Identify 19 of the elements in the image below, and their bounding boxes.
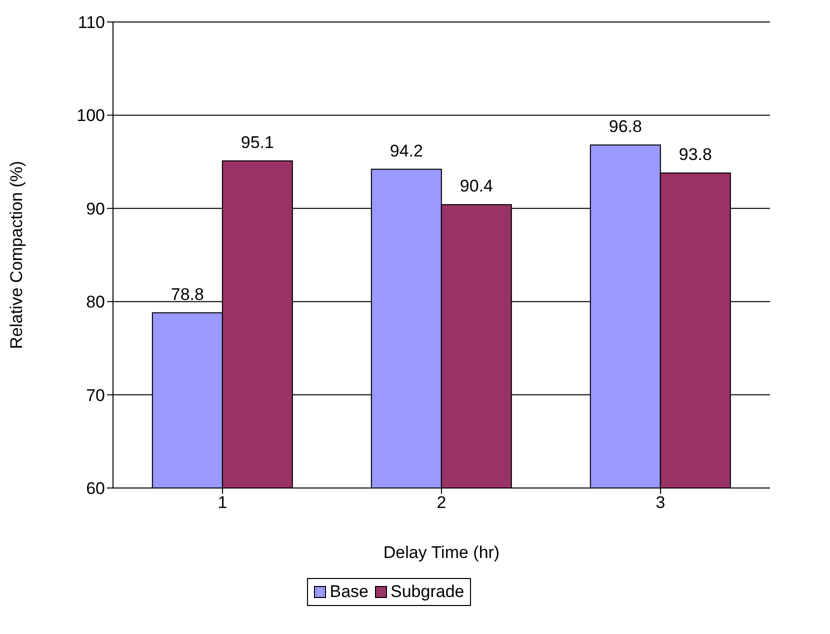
- x-tick-label: 1: [218, 493, 228, 512]
- y-tick-label: 110: [78, 13, 105, 32]
- data-label: 93.8: [678, 144, 712, 164]
- y-tick-label: 100: [76, 106, 105, 126]
- legend-label: Subgrade: [390, 582, 464, 602]
- data-label: 78.8: [170, 284, 204, 304]
- data-label: 96.8: [608, 117, 642, 136]
- y-tick-label: 80: [86, 292, 105, 312]
- data-label: 90.4: [460, 176, 493, 196]
- y-tick-label: 90: [86, 199, 105, 218]
- x-tick-label: 3: [656, 493, 666, 512]
- data-label: 95.1: [240, 132, 274, 152]
- y-tick-label: 70: [86, 386, 105, 405]
- data-label: 94.2: [390, 141, 423, 160]
- x-tick-label: 2: [436, 493, 446, 512]
- legend-label: Base: [328, 582, 368, 602]
- y-axis-title: Relative Compaction (%): [7, 160, 26, 350]
- x-axis-title: Delay Time (hr): [383, 543, 500, 562]
- y-tick-label: 60: [86, 479, 105, 498]
